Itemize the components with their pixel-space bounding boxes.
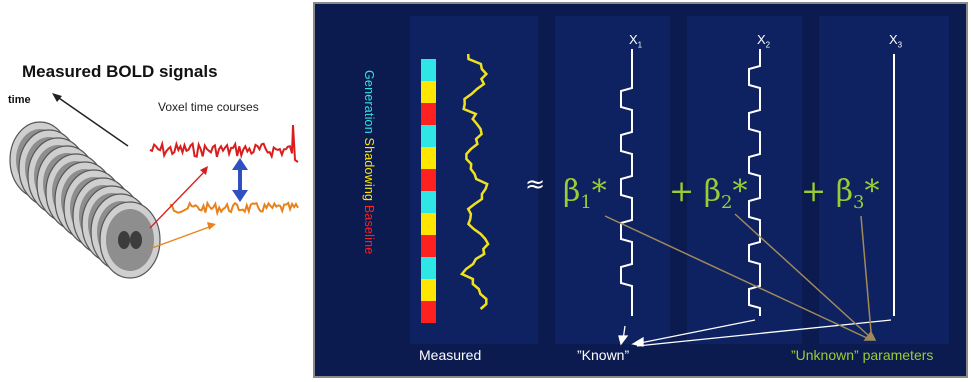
unknown-arrows: [604, 213, 877, 341]
glm-diagram: [410, 16, 949, 347]
beta-3-term: + β3*: [801, 174, 880, 213]
condition-segment: [421, 147, 436, 169]
red-pointer-arrow-head-icon: [200, 166, 208, 175]
approx-sign: ≈: [525, 170, 546, 198]
condition-color-bar: [421, 59, 436, 323]
left-panel: Measured BOLD signals time Voxel time co…: [0, 0, 312, 382]
orange-pointer-arrow-head-icon: [207, 222, 216, 230]
condition-segment: [421, 257, 436, 279]
measured-signal-trace: [459, 53, 490, 310]
beta-2-term: + β2*: [669, 174, 748, 213]
brain-scan-illustration: [9, 93, 299, 279]
condition-segment: [421, 169, 436, 191]
time-label: time: [8, 94, 31, 106]
regressor-x1-label: X1: [629, 32, 643, 50]
red-voxel-time-course: [149, 124, 299, 163]
x2-column-bg: [687, 16, 802, 344]
condition-segment: [421, 125, 436, 147]
red-pointer-arrow: [149, 169, 207, 229]
left-title: Measured BOLD signals: [22, 62, 218, 81]
regressor-x2-label: X2: [757, 32, 771, 50]
voxel-time-courses-label: Voxel time courses: [158, 100, 259, 114]
measured-label: Measured: [419, 347, 482, 363]
condition-segment: [421, 213, 436, 235]
unknown-parameters-label: ”Unknown” parameters: [791, 347, 934, 363]
beta-1-term: β1*: [563, 174, 607, 213]
x1-column-bg: [555, 16, 670, 344]
x3-column-bg: [819, 16, 949, 344]
time-arrow-head-icon: [52, 93, 62, 102]
legend-baseline: Baseline: [362, 204, 376, 255]
orange-voxel-time-course: [169, 200, 299, 217]
known-arrows: [618, 319, 892, 347]
comparison-double-arrow-icon: [232, 158, 248, 202]
condition-segment: [421, 81, 436, 103]
condition-segment: [421, 235, 436, 257]
known-label: ”Known”: [577, 347, 630, 363]
time-arrow-line: [55, 95, 129, 147]
condition-segment: [421, 279, 436, 301]
brain-slice-stack: [9, 121, 161, 279]
condition-segment: [421, 301, 436, 323]
condition-segment: [421, 59, 436, 81]
regressor-x1-trace: [620, 49, 633, 316]
condition-segment: [421, 103, 436, 125]
brain-slice: [99, 201, 161, 279]
regressor-x3-label: X3: [889, 32, 903, 50]
legend-generation: Generation: [362, 70, 376, 134]
legend-shadowing: Shadowing: [362, 137, 376, 202]
glm-panel: Generation Shadowing Baseline ≈ X1 X2 X3…: [313, 2, 968, 378]
orange-pointer-arrow: [151, 225, 213, 249]
regressor-x2-trace: [748, 49, 761, 316]
condition-segment: [421, 191, 436, 213]
condition-legend: Generation Shadowing Baseline: [362, 70, 376, 254]
